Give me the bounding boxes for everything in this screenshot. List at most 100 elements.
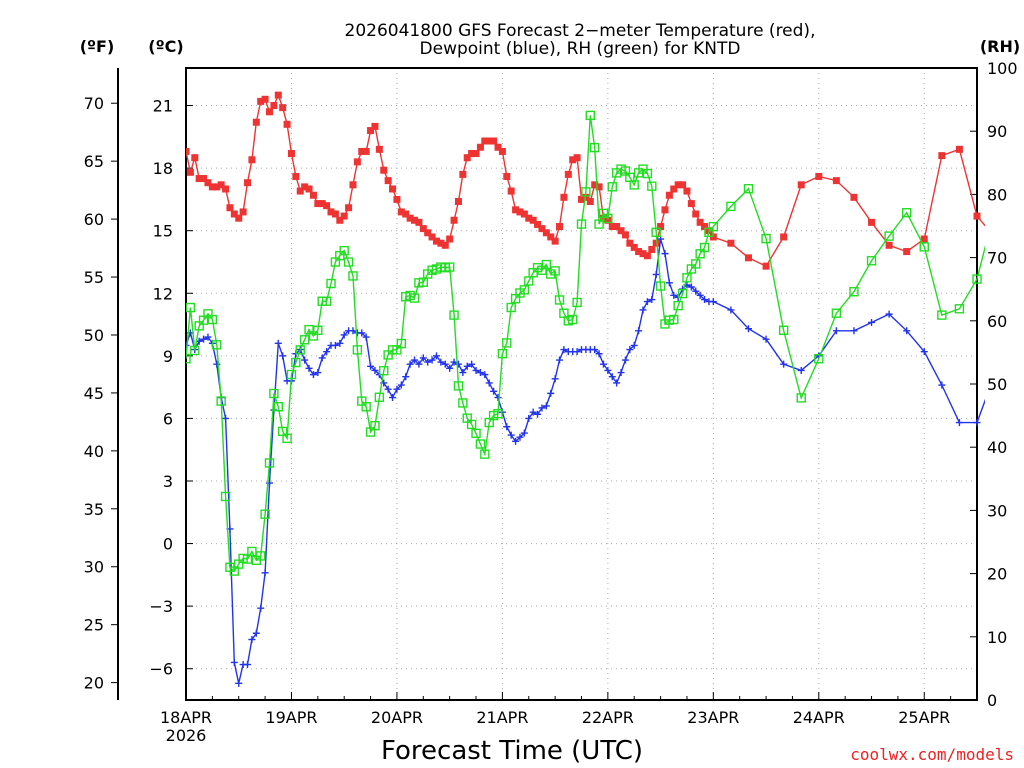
series-layer: [186, 91, 1016, 687]
dewpoint-point: [696, 291, 704, 299]
temperature-point: [564, 170, 572, 178]
rh-point: [361, 402, 371, 412]
temperature-point: [309, 191, 317, 199]
temperature-point: [476, 143, 484, 151]
fahrenheit-tick-label: 30: [84, 558, 104, 577]
temperature-point: [525, 214, 533, 222]
rh-point: [972, 274, 982, 284]
temperature-point: [345, 204, 353, 212]
x-tick-label: 23APR: [687, 708, 739, 727]
fahrenheit-tick-label: 40: [84, 442, 104, 461]
dewpoint-point: [419, 354, 427, 362]
dewpoint-point: [534, 410, 542, 418]
dewpoint-point: [261, 569, 269, 577]
rh-point: [655, 281, 666, 291]
dewpoint-point: [406, 360, 414, 368]
rh-point: [669, 314, 679, 325]
rh-point: [691, 259, 701, 269]
dewpoint-point: [613, 379, 621, 387]
dewpoint-line: [186, 238, 985, 684]
temperature-point: [283, 120, 291, 128]
dewpoint-point: [257, 604, 265, 612]
dewpoint-point: [446, 364, 454, 372]
dewpoint-point: [648, 296, 656, 304]
dewpoint-point: [459, 369, 467, 377]
rh-tick-label: 0: [987, 691, 997, 710]
temperature-line: [186, 93, 985, 268]
temperature-point: [512, 206, 520, 214]
temperature-point: [832, 177, 840, 185]
rh-point: [326, 278, 336, 289]
rh-tick-label: 50: [987, 375, 1007, 394]
temperature-point: [208, 183, 216, 191]
temperature-point: [336, 216, 344, 224]
fahrenheit-tick-label: 20: [84, 674, 104, 693]
rh-point: [216, 396, 226, 406]
rh-point: [264, 458, 275, 468]
dewpoint-point: [617, 369, 625, 377]
celsius-tick-label: 0: [163, 535, 173, 554]
rh-point: [699, 242, 710, 253]
rh-point: [282, 433, 292, 444]
dewpoint-point: [424, 358, 432, 366]
rh-point: [256, 551, 266, 561]
temperature-point: [375, 145, 383, 153]
rh-point: [458, 398, 468, 408]
rh-point: [954, 304, 965, 314]
temperature-point: [1009, 240, 1016, 247]
celsius-tick-label: 6: [163, 409, 173, 428]
temperature-point: [498, 147, 506, 155]
dewpoint-point: [490, 387, 498, 395]
dewpoint-point: [389, 394, 397, 402]
temperature-point: [191, 154, 199, 162]
temperature-point: [371, 122, 379, 130]
temperature-point: [591, 181, 599, 189]
temperature-point: [367, 127, 375, 135]
temperature-point: [955, 145, 963, 153]
x-tick-label: 18APR: [160, 708, 212, 727]
dewpoint-point: [547, 389, 555, 397]
dewpoint-point: [186, 341, 190, 349]
dewpoint-point: [661, 250, 669, 258]
temperature-point: [608, 223, 616, 231]
temperature-point: [991, 233, 998, 240]
rh-point: [409, 293, 420, 303]
rh-point: [339, 245, 349, 256]
dewpoint-point: [362, 333, 370, 341]
dewpoint-point: [349, 327, 357, 335]
rh-point: [453, 381, 464, 391]
rh-point: [497, 348, 508, 359]
dewpoint-point: [314, 369, 322, 377]
temperature-point: [520, 210, 528, 218]
temperature-point: [494, 143, 502, 151]
temperature-point: [617, 227, 625, 235]
dewpoint-point: [512, 437, 520, 445]
x-tick-label: 19APR: [265, 708, 317, 727]
x-tick-label: 25APR: [898, 708, 950, 727]
dewpoint-point: [920, 348, 928, 356]
temperature-point: [573, 154, 581, 162]
temperature-point: [397, 208, 405, 216]
dewpoint-point: [393, 385, 401, 393]
temperature-point: [468, 150, 476, 158]
dewpoint-point: [542, 402, 550, 410]
fahrenheit-tick-label: 60: [84, 210, 104, 229]
rh-point: [370, 421, 380, 431]
celsius-tick-label: 21: [153, 97, 173, 116]
temperature-point: [239, 208, 247, 216]
rh-point: [576, 219, 587, 229]
temperature-point: [200, 175, 208, 183]
dewpoint-point: [402, 373, 410, 381]
temperature-point: [411, 216, 419, 224]
rh-point: [186, 354, 191, 364]
rh-point: [466, 419, 477, 430]
rh-point: [313, 325, 323, 335]
dewpoint-point: [868, 318, 876, 326]
temperature-point: [670, 185, 678, 193]
dewpoint-point: [428, 356, 436, 364]
temperature-point: [639, 250, 647, 258]
dewpoint-point: [441, 360, 449, 368]
rh-tick-label: 10: [987, 628, 1007, 647]
dewpoint-point: [692, 287, 700, 295]
temperature-point: [661, 206, 669, 214]
